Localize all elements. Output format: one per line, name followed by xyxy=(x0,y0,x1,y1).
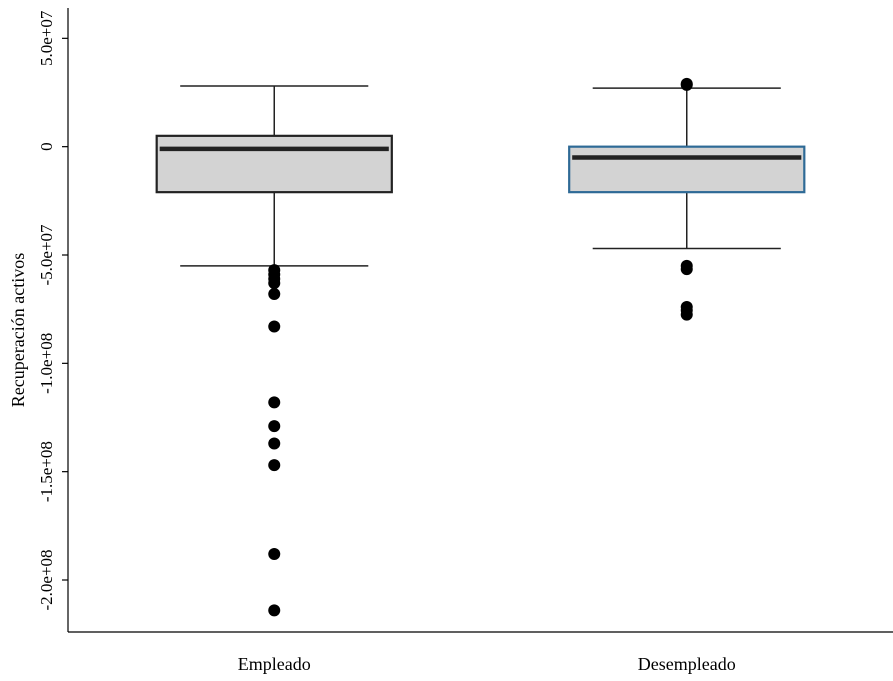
iqr-box xyxy=(155,134,393,194)
outlier-point xyxy=(680,263,693,276)
y-axis: 5.0e+07 0 -5.0e+07 -1.0e+08 -1.5e+08 -2.0e+08 xyxy=(37,8,69,632)
boxes xyxy=(155,77,806,617)
box-group-1 xyxy=(568,77,806,321)
outlier-point xyxy=(680,78,693,91)
y-tick-label: -5.0e+07 xyxy=(37,224,56,286)
box-group-0 xyxy=(155,85,393,617)
x-tick-label: Empleado xyxy=(238,654,311,674)
outlier-point xyxy=(268,548,281,560)
outlier-point xyxy=(268,396,281,409)
x-tick-label: Desempleado xyxy=(638,654,736,674)
y-tick-label: 0 xyxy=(37,142,56,151)
y-tick-label: 5.0e+07 xyxy=(37,10,56,66)
y-axis-label: Recuperación activos xyxy=(8,253,28,407)
x-axis: Empleado Desempleado xyxy=(68,631,893,674)
outlier-point xyxy=(268,288,281,300)
outlier-point xyxy=(268,459,281,472)
outlier-point xyxy=(268,277,281,290)
y-tick-label: -1.5e+08 xyxy=(37,441,56,502)
outlier-point xyxy=(680,308,693,321)
outlier-point xyxy=(268,420,281,433)
y-tick-label: -2.0e+08 xyxy=(37,549,56,610)
iqr-box xyxy=(568,145,806,194)
outlier-point xyxy=(268,437,281,450)
outlier-point xyxy=(268,604,281,617)
y-tick-label: -1.0e+08 xyxy=(37,333,56,394)
outlier-point xyxy=(268,320,281,333)
